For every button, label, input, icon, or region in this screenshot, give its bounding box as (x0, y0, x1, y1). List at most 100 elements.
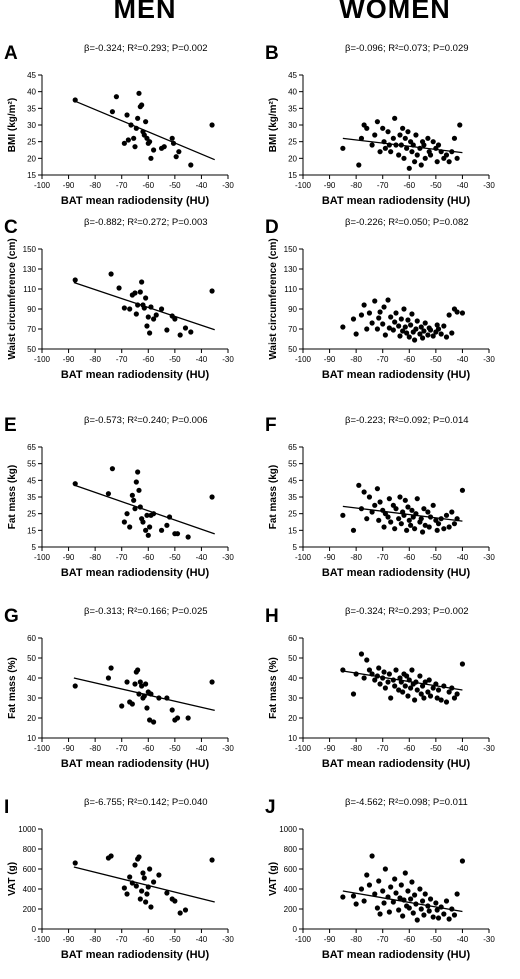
data-point (425, 332, 431, 338)
data-point (151, 719, 157, 725)
data-point (185, 715, 191, 721)
y-axis-label: BMI (kg/m²) (7, 98, 18, 152)
data-point (459, 661, 466, 667)
x-tick-label: -70 (377, 553, 389, 562)
data-point (364, 125, 370, 131)
data-point (124, 112, 130, 118)
data-point (441, 526, 447, 532)
data-point (177, 332, 183, 338)
y-tick-label: 10 (27, 734, 36, 743)
data-point (421, 912, 427, 918)
data-point (353, 901, 359, 907)
data-point (132, 506, 138, 512)
x-tick-label: -60 (404, 935, 416, 944)
data-point (406, 517, 412, 523)
data-point (409, 507, 415, 513)
data-point (414, 318, 420, 324)
data-point (398, 882, 404, 888)
data-point (147, 524, 153, 530)
y-tick-label: 20 (288, 714, 297, 723)
data-point (396, 687, 402, 693)
x-tick-label: -90 (324, 744, 336, 753)
y-tick-label: 55 (288, 460, 297, 469)
data-point (421, 506, 427, 512)
y-axis-label: Fat mass (kg) (268, 465, 279, 529)
data-point (372, 298, 378, 304)
x-tick-label: -100 (295, 935, 312, 944)
x-tick-label: -80 (89, 355, 101, 364)
panel-letter: A (4, 43, 18, 64)
x-tick-label: -100 (295, 744, 312, 753)
x-tick-label: -80 (350, 181, 362, 190)
data-point (340, 894, 346, 900)
data-point (454, 155, 460, 161)
y-tick-label: 50 (288, 345, 297, 354)
data-point (422, 155, 428, 161)
data-point (443, 152, 450, 158)
y-tick-label: 20 (27, 154, 36, 163)
y-axis-label: Fat mass (%) (7, 657, 18, 719)
data-point (151, 316, 157, 322)
stats-annotation: β=-0.223; R²=0.092; P=0.014 (345, 415, 469, 426)
data-point (412, 697, 418, 703)
x-axis-label: BAT mean radiodensity (HU) (61, 369, 210, 381)
data-point (135, 469, 141, 475)
x-tick-label: -100 (34, 935, 51, 944)
x-tick-label: -90 (324, 181, 336, 190)
stats-annotation: β=-0.226; R²=0.050; P=0.082 (345, 217, 469, 228)
data-point (400, 689, 406, 695)
y-axis-label: Fat mass (kg) (7, 465, 18, 529)
x-tick-label: -60 (404, 355, 416, 364)
data-point (140, 519, 146, 525)
x-tick-label: -90 (63, 355, 75, 364)
y-axis-label: Waist circumference (cm) (268, 238, 279, 359)
data-point (132, 290, 138, 296)
x-tick-label: -50 (430, 355, 442, 364)
data-point (434, 322, 440, 328)
data-point (419, 335, 426, 341)
y-tick-label: 1000 (18, 825, 36, 834)
data-point (356, 482, 362, 488)
y-tick-label: 50 (27, 345, 36, 354)
x-axis-label: BAT mean radiodensity (HU) (322, 567, 471, 579)
x-tick-label: -100 (34, 181, 51, 190)
data-point (358, 886, 365, 892)
x-tick-label: -70 (116, 355, 128, 364)
data-point (412, 892, 418, 898)
data-point (374, 486, 380, 492)
y-axis-label: BMI (kg/m²) (268, 98, 279, 152)
y-tick-label: 800 (284, 845, 298, 854)
data-point (413, 132, 419, 138)
data-point (137, 896, 143, 902)
data-point (388, 884, 394, 890)
x-tick-label: -80 (89, 553, 101, 562)
x-tick-label: -50 (169, 181, 181, 190)
data-point (385, 297, 391, 303)
data-point (421, 142, 427, 148)
x-tick-label: -30 (483, 181, 495, 190)
y-tick-label: 30 (288, 694, 297, 703)
data-point (109, 466, 116, 472)
data-point (405, 888, 411, 894)
x-tick-label: -30 (222, 355, 234, 364)
y-tick-label: 20 (27, 714, 36, 723)
data-point (105, 491, 112, 497)
data-point (121, 885, 127, 891)
y-tick-label: 50 (288, 654, 297, 663)
data-point (402, 683, 408, 689)
data-point (116, 285, 122, 291)
data-point (129, 701, 135, 707)
data-point (426, 524, 432, 530)
data-point (443, 334, 450, 340)
x-axis-label: BAT mean radiodensity (HU) (61, 758, 210, 770)
data-point (446, 312, 452, 318)
x-tick-label: -100 (295, 355, 312, 364)
data-point (422, 320, 428, 326)
data-point (417, 886, 423, 892)
y-tick-label: 1000 (279, 825, 297, 834)
data-point (377, 149, 383, 155)
data-point (408, 896, 414, 902)
data-point (434, 695, 440, 701)
data-point (377, 911, 383, 917)
panel-letter: F (265, 415, 277, 436)
